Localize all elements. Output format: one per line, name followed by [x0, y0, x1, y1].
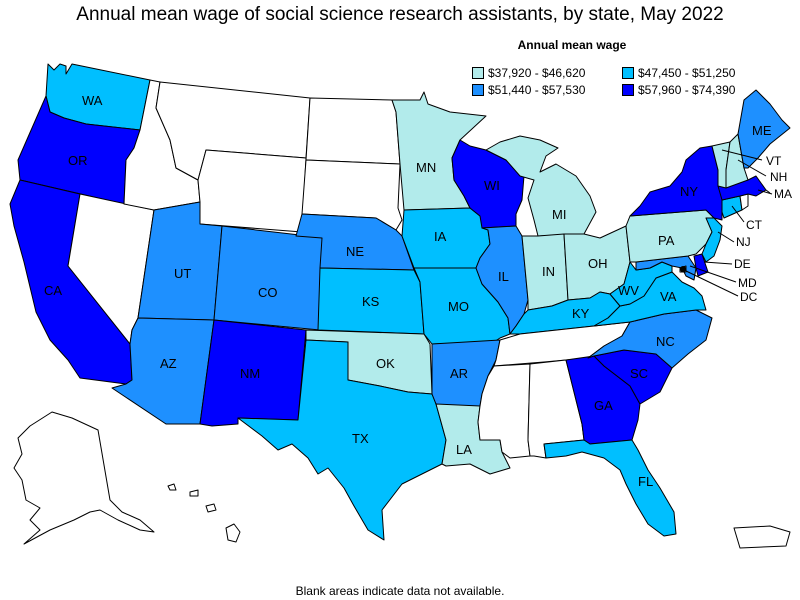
- state-ak[interactable]: [13, 411, 155, 545]
- label-mo: MO: [448, 299, 469, 314]
- state-nc[interactable]: [587, 309, 713, 369]
- legend-label: $47,450 - $51,250: [638, 66, 736, 80]
- label-or: OR: [68, 153, 88, 168]
- legend-item-bin1: $47,450 - $51,250: [622, 66, 772, 80]
- state-nm[interactable]: [199, 319, 307, 427]
- legend-label: $57,960 - $74,390: [638, 83, 736, 97]
- label-ma: MA: [774, 187, 792, 201]
- label-ct: CT: [746, 218, 763, 232]
- label-wi: WI: [484, 178, 500, 193]
- legend-item-bin0: $37,920 - $46,620: [472, 66, 622, 80]
- state-co[interactable]: [213, 225, 327, 331]
- state-me[interactable]: [737, 89, 791, 169]
- state-pr[interactable]: [733, 525, 791, 549]
- label-md: MD: [738, 276, 757, 290]
- label-nm: NM: [240, 366, 260, 381]
- label-ga: GA: [594, 398, 613, 413]
- state-ny[interactable]: [629, 145, 723, 221]
- dc-marker: [680, 266, 686, 272]
- state-hi[interactable]: [225, 523, 241, 543]
- state-wy[interactable]: [197, 149, 307, 233]
- leader-lines: [683, 149, 773, 297]
- label-vt: VT: [766, 154, 782, 168]
- state-hi-4[interactable]: [167, 483, 177, 491]
- label-va: VA: [660, 289, 677, 304]
- label-mn: MN: [416, 160, 436, 175]
- legend-swatch: [472, 67, 484, 79]
- label-oh: OH: [588, 256, 608, 271]
- state-hi-2[interactable]: [205, 503, 217, 513]
- state-de[interactable]: [693, 253, 709, 277]
- label-ut: UT: [174, 266, 191, 281]
- label-tx: TX: [352, 431, 369, 446]
- state-nd[interactable]: [305, 97, 401, 165]
- label-ky: KY: [572, 306, 590, 321]
- label-ia: IA: [434, 229, 447, 244]
- label-fl: FL: [638, 474, 653, 489]
- label-az: AZ: [160, 356, 177, 371]
- label-me: ME: [752, 123, 772, 138]
- label-la: LA: [456, 442, 472, 457]
- legend-swatch: [472, 84, 484, 96]
- footnote: Blank areas indicate data not available.: [295, 584, 505, 598]
- state-tx[interactable]: [237, 339, 447, 541]
- legend-swatch: [622, 84, 634, 96]
- state-labels: WA OR CA UT AZ CO NM NE KS OK TX MN IA M…: [44, 93, 792, 489]
- label-co: CO: [258, 285, 278, 300]
- label-il: IL: [498, 269, 509, 284]
- label-ar: AR: [450, 366, 468, 381]
- label-pa: PA: [658, 233, 675, 248]
- state-nj[interactable]: [701, 217, 723, 263]
- label-wa: WA: [82, 93, 103, 108]
- legend-label: $37,920 - $46,620: [488, 66, 586, 80]
- legend-item-bin3: $57,960 - $74,390: [622, 83, 772, 97]
- legend: Annual mean wage $37,920 - $46,620 $47,4…: [472, 38, 735, 97]
- label-ks: KS: [362, 294, 380, 309]
- label-nj: NJ: [736, 235, 751, 249]
- legend-swatch: [622, 67, 634, 79]
- state-ri[interactable]: [739, 193, 749, 211]
- label-nc: NC: [656, 334, 675, 349]
- legend-title: Annual mean wage: [517, 38, 627, 52]
- label-ny: NY: [680, 184, 698, 199]
- state-mi[interactable]: [485, 135, 597, 237]
- label-ne: NE: [346, 244, 364, 259]
- label-wv: WV: [618, 283, 639, 298]
- label-de: DE: [734, 257, 751, 271]
- label-mi: MI: [552, 207, 566, 222]
- label-sc: SC: [630, 366, 648, 381]
- state-hi-3[interactable]: [189, 489, 199, 497]
- label-nh: NH: [770, 170, 787, 184]
- legend-item-bin2: $51,440 - $57,530: [472, 83, 622, 97]
- label-ca: CA: [44, 283, 62, 298]
- label-in: IN: [542, 264, 555, 279]
- legend-label: $51,440 - $57,530: [488, 83, 586, 97]
- map-title: Annual mean wage of social science resea…: [76, 4, 724, 25]
- label-ok: OK: [376, 356, 395, 371]
- label-dc: DC: [740, 290, 758, 304]
- state-ma[interactable]: [717, 175, 767, 201]
- state-fl[interactable]: [543, 439, 677, 537]
